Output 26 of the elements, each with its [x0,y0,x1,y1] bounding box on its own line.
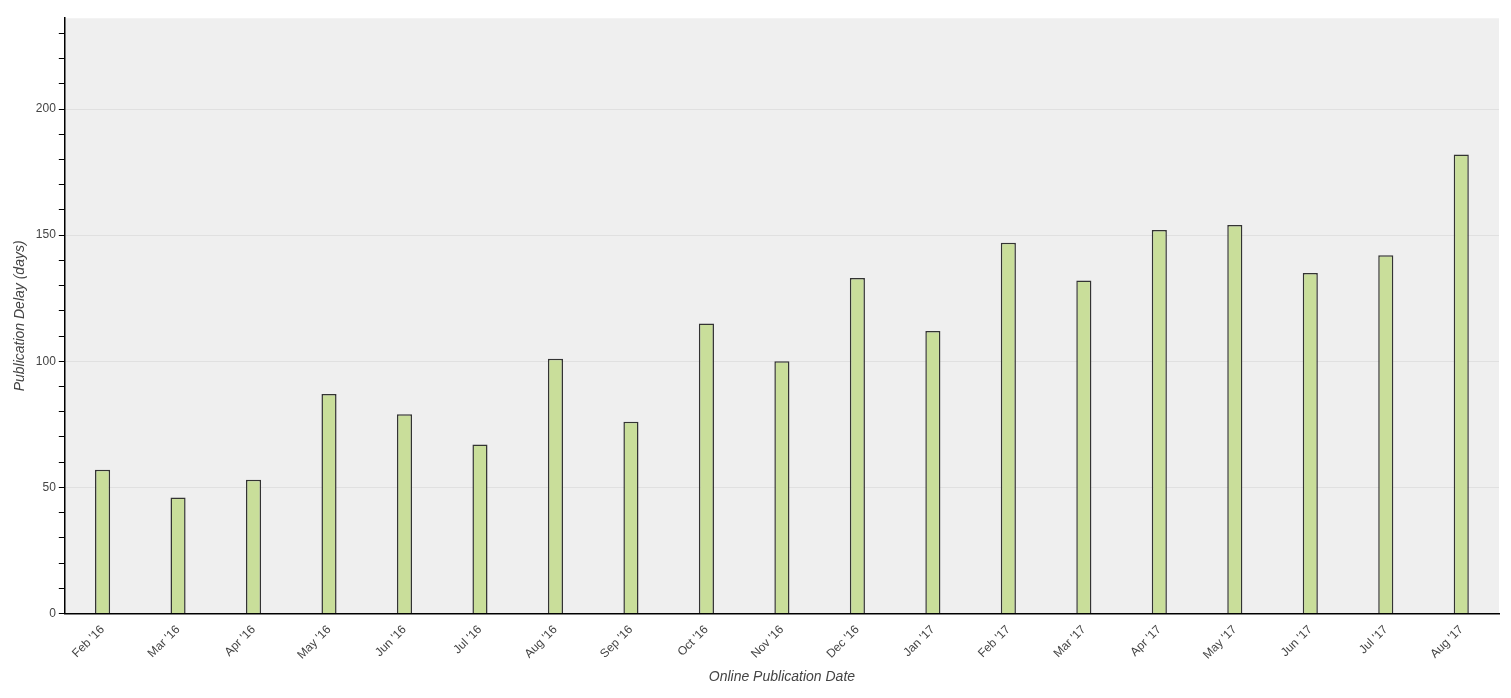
x-tick-label: Jul '16 [450,622,485,657]
x-tick-label: Jan '17 [900,622,938,660]
x-tick-label: Jun '16 [371,622,410,660]
x-tick-label: Feb '16 [69,622,108,661]
x-tick-label: May '17 [1199,622,1240,662]
x-tick-label: Aug '17 [1427,622,1466,661]
x-tick-label: Feb '17 [974,622,1014,661]
y-tick-label: 50 [42,479,57,494]
y-tick-label: 200 [35,101,57,116]
x-tick-label: Dec '16 [823,622,863,661]
x-tick-label: Mar '17 [1050,622,1089,661]
x-tick-label: Mar '16 [144,622,183,661]
x-tick-label: Oct '16 [674,622,712,659]
x-tick-label: Aug '16 [521,622,561,661]
x-tick-label: Jul '17 [1356,622,1391,657]
x-tick-label: Apr '17 [1127,622,1165,659]
x-tick-label: May '16 [294,622,334,662]
x-tick-label: Nov '16 [747,622,787,661]
y-tick-label: 0 [49,605,57,620]
x-tick-label: Sep '16 [596,622,636,661]
x-axis-title: Online Publication Date [708,668,856,685]
x-tick-label: Jun '17 [1277,622,1315,660]
y-tick-label: 100 [35,353,57,368]
x-tick-label: Apr '16 [221,622,259,659]
y-axis-title: Publication Delay (days) [11,240,28,392]
y-tick-label: 150 [35,227,57,242]
